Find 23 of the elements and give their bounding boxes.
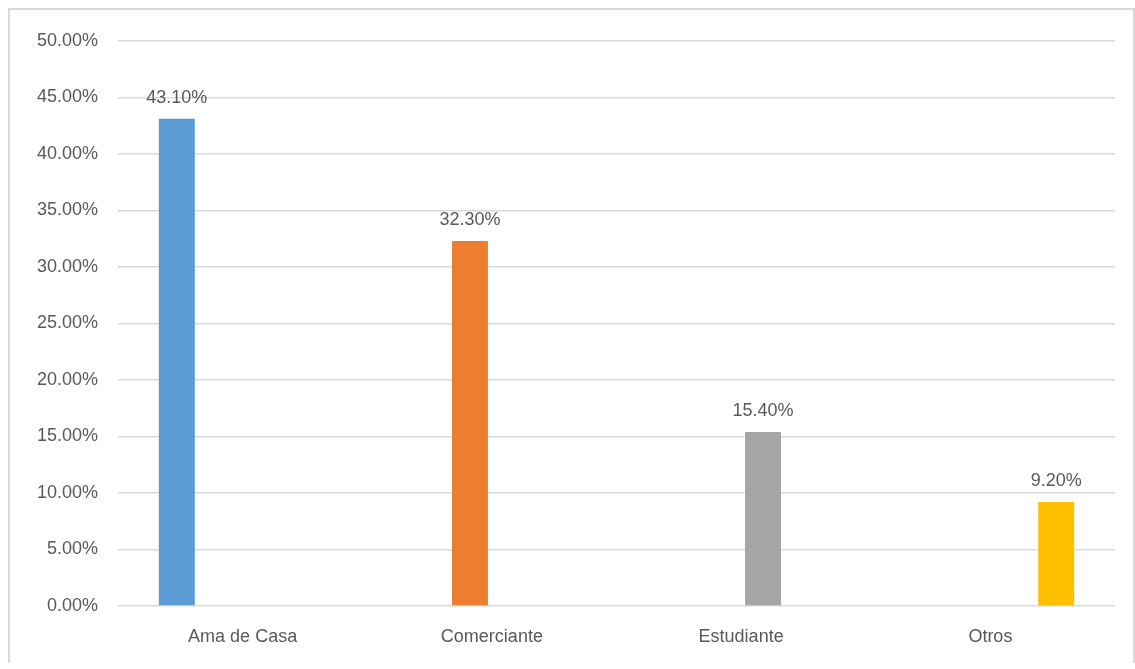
bar: [158, 118, 195, 606]
y-tick-label: 5.00%: [46, 538, 98, 559]
bar: [451, 240, 488, 606]
data-label: 15.40%: [732, 399, 794, 420]
y-tick-label: 40.00%: [36, 142, 98, 163]
y-tick-label: 25.00%: [36, 312, 98, 333]
y-tick-label: 10.00%: [36, 481, 98, 502]
bar: [745, 431, 782, 606]
x-tick-label: Ama de Casa: [188, 625, 299, 646]
x-tick-label: Estudiante: [698, 625, 784, 646]
y-tick-label: 45.00%: [36, 86, 98, 107]
y-tick-label: 0.00%: [46, 594, 98, 615]
y-tick-label: 50.00%: [36, 29, 98, 50]
y-tick-label: 20.00%: [36, 368, 98, 389]
x-tick-label: Otros: [968, 625, 1013, 646]
y-tick-label: 35.00%: [36, 199, 98, 220]
x-tick-label: Comerciante: [440, 625, 543, 646]
y-tick-label: 30.00%: [36, 255, 98, 276]
data-label: 32.30%: [439, 208, 501, 229]
data-label: 9.20%: [1030, 469, 1082, 490]
bar: [1038, 502, 1075, 606]
y-tick-label: 15.00%: [36, 425, 98, 446]
data-label: 43.10%: [146, 86, 208, 107]
